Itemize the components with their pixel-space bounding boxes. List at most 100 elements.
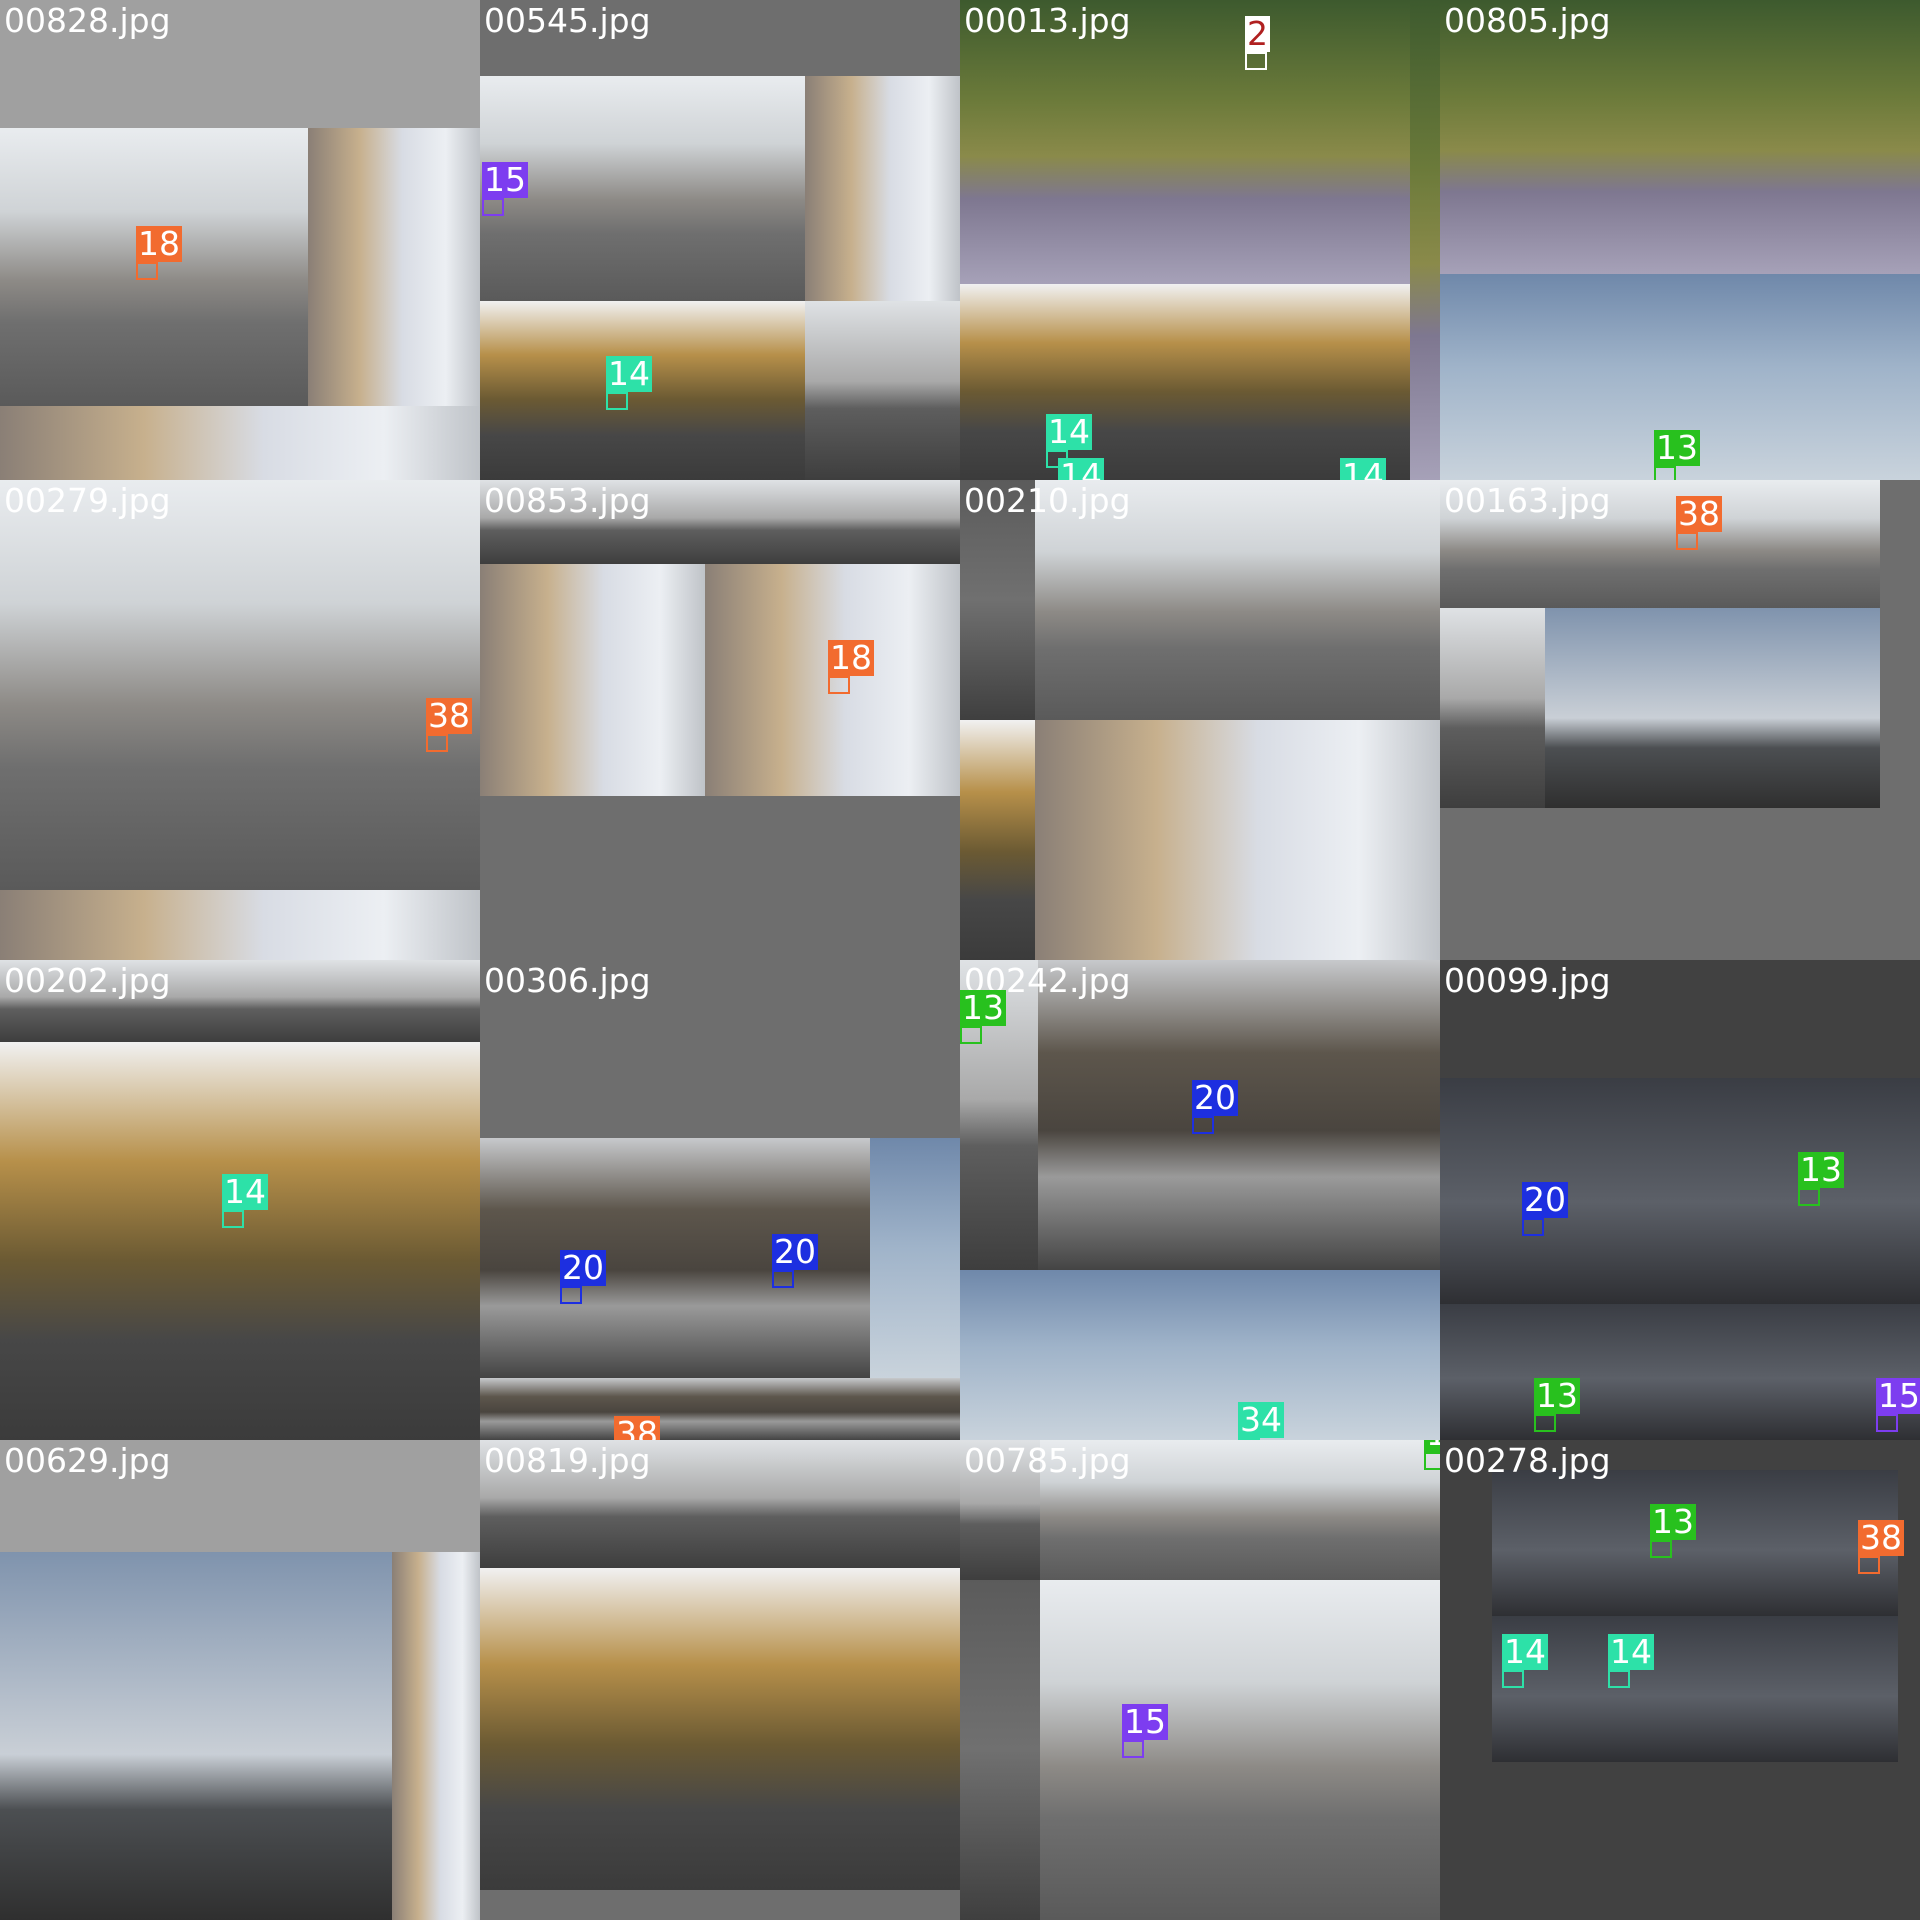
street-photo-fragment xyxy=(1655,1304,1920,1440)
detection-box xyxy=(1522,1218,1544,1236)
detection-class-label: 13 xyxy=(960,988,1006,1027)
detection-box xyxy=(1608,1670,1630,1688)
detection-box xyxy=(482,198,504,216)
mosaic-tile: 00279.jpg 38 xyxy=(0,480,480,960)
mosaic-tile: 00629.jpg xyxy=(0,1440,480,1920)
detection-class-label: 20 xyxy=(560,1248,606,1287)
detection-class-label: 13 xyxy=(1424,1440,1440,1452)
tile-filename: 00853.jpg xyxy=(484,481,651,520)
mosaic-tile: 00242.jpg 13 20 34 xyxy=(960,960,1440,1440)
tile-filename: 00785.jpg xyxy=(964,1441,1131,1480)
detection-class-label: 14 xyxy=(606,354,652,393)
street-photo-fragment xyxy=(1035,480,1440,720)
street-photo-fragment xyxy=(0,1042,480,1440)
street-photo-fragment xyxy=(480,1378,960,1440)
detection-class-label: 15 xyxy=(1876,1376,1920,1415)
detection-class-label: 14 xyxy=(1046,412,1092,451)
mosaic-tile: 00278.jpg 13 38 14 14 xyxy=(1440,1440,1920,1920)
detection-class-label: 14 xyxy=(1058,458,1104,480)
detection-class-label: 38 xyxy=(1858,1518,1904,1557)
street-photo-fragment xyxy=(870,1138,960,1378)
detection-box xyxy=(1192,1116,1214,1134)
street-photo-fragment xyxy=(900,1568,960,1890)
detection-box xyxy=(1424,1452,1440,1470)
detection-class-label: 18 xyxy=(828,638,874,677)
street-photo-fragment xyxy=(0,128,308,406)
street-photo-fragment xyxy=(0,960,480,1042)
street-photo-fragment xyxy=(960,480,1035,720)
detection-class-label: 13 xyxy=(1534,1376,1580,1415)
detection-class-label: 38 xyxy=(614,1416,660,1440)
mosaic-tile: 00210.jpg xyxy=(960,480,1440,960)
detection-class-label: 20 xyxy=(1192,1078,1238,1117)
detection-box xyxy=(960,1026,982,1044)
tile-filename: 00279.jpg xyxy=(4,481,171,520)
street-photo-fragment xyxy=(480,1568,900,1890)
street-photo-fragment xyxy=(1655,1078,1920,1304)
detection-box xyxy=(1858,1556,1880,1574)
mosaic-tile: 00828.jpg 18 xyxy=(0,0,480,480)
detection-class-label: 20 xyxy=(1522,1180,1568,1219)
detection-box xyxy=(222,1210,244,1228)
detection-class-label: 34 xyxy=(1238,1400,1284,1439)
street-photo-fragment xyxy=(960,1440,1040,1580)
street-photo-fragment xyxy=(480,480,705,564)
detection-box xyxy=(606,392,628,410)
mosaic-tile: 00805.jpg 13 xyxy=(1440,0,1920,480)
mosaic-tile: 00853.jpg 18 xyxy=(480,480,960,960)
street-photo-fragment xyxy=(1035,720,1440,960)
tile-filename: 00099.jpg xyxy=(1444,961,1611,1000)
detection-class-label: 38 xyxy=(426,696,472,735)
detection-class-label: 14 xyxy=(1502,1632,1548,1671)
detection-box xyxy=(1676,532,1698,550)
street-photo-fragment xyxy=(1440,608,1545,808)
street-photo-fragment xyxy=(480,76,805,301)
detection-class-label: 20 xyxy=(772,1232,818,1271)
street-photo-fragment xyxy=(805,301,960,480)
tile-filename: 00202.jpg xyxy=(4,961,171,1000)
mosaic-tile: 00099.jpg 20 13 13 15 xyxy=(1440,960,1920,1440)
street-photo-fragment xyxy=(392,1552,480,1920)
street-photo-fragment xyxy=(805,76,960,301)
street-photo-fragment xyxy=(960,1580,1040,1920)
street-photo-fragment xyxy=(1440,1304,1655,1440)
street-photo-fragment xyxy=(1736,1616,1898,1762)
street-photo-fragment xyxy=(1492,1470,1736,1616)
detection-class-label: 14 xyxy=(1340,458,1386,480)
detection-box xyxy=(1238,1438,1260,1440)
street-photo-fragment xyxy=(960,720,1035,960)
detection-box xyxy=(1876,1414,1898,1432)
street-photo-fragment xyxy=(1440,0,1920,274)
street-photo-fragment xyxy=(308,128,480,406)
street-photo-fragment xyxy=(1040,1440,1440,1580)
tile-filename: 00013.jpg xyxy=(964,1,1131,40)
tile-filename: 00828.jpg xyxy=(4,1,171,40)
street-photo-fragment xyxy=(960,284,1410,480)
street-photo-fragment xyxy=(705,564,960,796)
street-photo-fragment xyxy=(0,406,480,480)
street-photo-fragment xyxy=(705,480,960,564)
detection-box xyxy=(1502,1670,1524,1688)
detection-class-label: 13 xyxy=(1650,1502,1696,1541)
tile-filename: 00306.jpg xyxy=(484,961,651,1000)
mosaic-tile: 00306.jpg 20 20 38 xyxy=(480,960,960,1440)
street-photo-fragment xyxy=(0,480,85,890)
tile-filename: 00210.jpg xyxy=(964,481,1131,520)
detection-class-label: 13 xyxy=(1654,428,1700,467)
detection-class-label: 15 xyxy=(482,160,528,199)
mosaic-tile: 00545.jpg 15 14 xyxy=(480,0,960,480)
detection-class-label: 14 xyxy=(222,1172,268,1211)
street-photo-fragment xyxy=(85,480,480,890)
detection-class-label: 15 xyxy=(1122,1702,1168,1741)
street-photo-fragment xyxy=(1038,960,1440,1270)
detection-box xyxy=(1798,1188,1820,1206)
detection-box xyxy=(560,1286,582,1304)
street-photo-fragment xyxy=(960,1270,1038,1440)
detection-box xyxy=(1650,1540,1672,1558)
detection-class-label: 18 xyxy=(136,224,182,263)
street-photo-fragment xyxy=(960,0,1410,284)
mosaic-tile: 00202.jpg 14 xyxy=(0,960,480,1440)
detection-box xyxy=(136,262,158,280)
street-photo-fragment xyxy=(0,890,480,960)
